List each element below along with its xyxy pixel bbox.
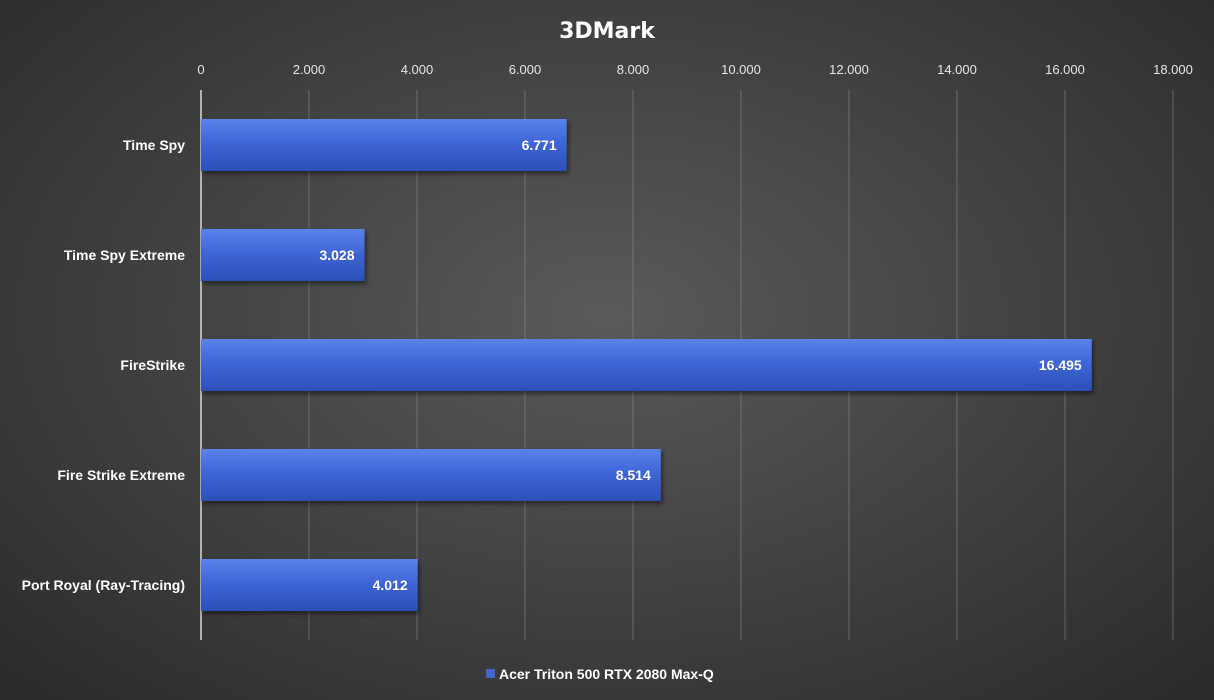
x-tick-label: 14.000 [937,62,977,77]
legend: Acer Triton 500 RTX 2080 Max-Q [486,666,714,682]
x-axis-ticks: 0 2.000 4.000 6.000 8.000 10.000 12.000 14.000 1… [197,62,1193,77]
data-label: 4.012 [373,577,408,593]
x-tick-label: 4.000 [401,62,434,77]
data-label: 8.514 [616,467,651,483]
category-label: FireStrike [120,357,185,373]
legend-swatch [486,669,495,678]
data-label: 3.028 [319,247,354,263]
bar [201,229,365,281]
category-label: Time Spy Extreme [64,247,185,263]
bars [201,119,1092,611]
category-label: Port Royal (Ray-Tracing) [22,577,185,593]
data-label: 6.771 [522,137,557,153]
value-labels: 6.771 3.028 16.495 8.514 4.012 [319,137,1081,593]
x-tick-label: 12.000 [829,62,869,77]
x-tick-label: 2.000 [293,62,326,77]
category-labels: Time Spy Time Spy Extreme FireStrike Fire S… [22,137,186,593]
chart-title: 3DMark [559,19,656,44]
x-tick-label: 18.000 [1153,62,1193,77]
category-label: Fire Strike Extreme [57,467,185,483]
data-label: 16.495 [1039,357,1082,373]
x-tick-label: 8.000 [617,62,650,77]
x-tick-label: 10.000 [721,62,761,77]
category-label: Time Spy [123,137,185,153]
legend-label: Acer Triton 500 RTX 2080 Max-Q [499,666,714,682]
bar [201,119,567,171]
x-tick-label: 16.000 [1045,62,1085,77]
bar [201,559,418,611]
bar [201,339,1092,391]
x-tick-label: 6.000 [509,62,542,77]
x-tick-label: 0 [197,62,204,77]
bar [201,449,661,501]
